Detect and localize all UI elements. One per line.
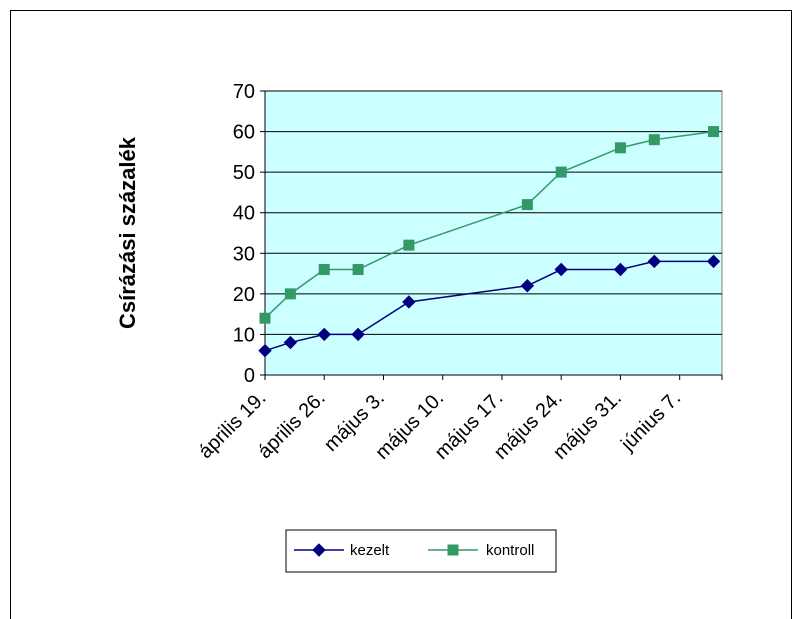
data-point bbox=[556, 167, 566, 177]
data-point bbox=[649, 135, 659, 145]
data-point bbox=[319, 265, 329, 275]
data-point bbox=[615, 143, 625, 153]
data-point bbox=[404, 240, 414, 250]
y-tick-label: 40 bbox=[233, 203, 255, 225]
x-tick-label: június 7. bbox=[616, 387, 685, 456]
data-point bbox=[709, 127, 719, 137]
y-tick-label: 20 bbox=[233, 284, 255, 306]
y-tick-label: 60 bbox=[233, 122, 255, 144]
x-axis-ticks: április 19.április 26.május 3.május 10.m… bbox=[194, 375, 722, 464]
y-tick-label: 50 bbox=[233, 162, 255, 184]
y-tick-label: 0 bbox=[244, 365, 255, 387]
data-point bbox=[285, 289, 295, 299]
data-point bbox=[522, 200, 532, 210]
legend-label-kontroll: kontroll bbox=[486, 542, 534, 559]
y-axis-label: Csírázási százalék bbox=[115, 136, 140, 329]
legend-label-kezelt: kezelt bbox=[350, 542, 390, 559]
y-tick-label: 30 bbox=[233, 243, 255, 265]
plot-area bbox=[265, 91, 722, 375]
y-tick-label: 70 bbox=[233, 81, 255, 103]
data-point bbox=[353, 265, 363, 275]
y-tick-label: 10 bbox=[233, 324, 255, 346]
data-point bbox=[448, 545, 458, 555]
data-point bbox=[260, 313, 270, 323]
legend: kezelt kontroll bbox=[286, 530, 556, 572]
